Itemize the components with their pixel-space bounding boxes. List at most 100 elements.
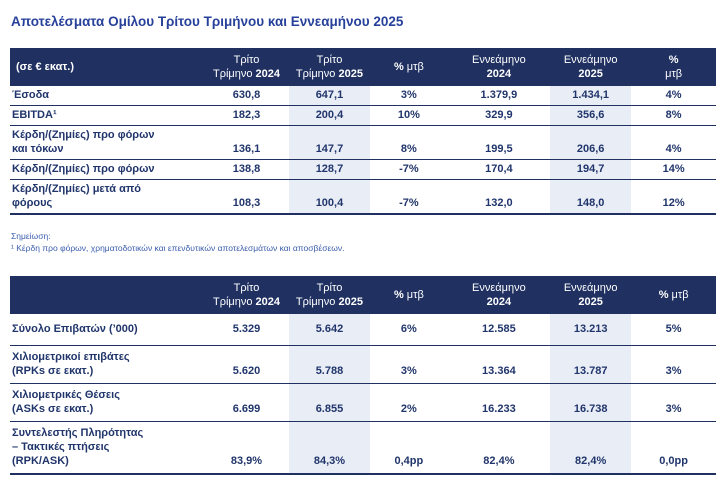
column-header-9m-2024: Εννεάμηνο 2024: [447, 276, 551, 314]
cell-q3-2025: 6.855: [288, 383, 371, 422]
cell-change-q3: -7%: [370, 179, 448, 215]
percent-sign: %: [658, 289, 669, 301]
cell-9m-2025: 194,7: [550, 159, 632, 180]
column-header-9m-2025: Εννεάμηνο 2025: [550, 48, 632, 86]
header-line: μτβ: [671, 289, 689, 301]
cell-change-9m: 3%: [631, 345, 716, 384]
cell-change-9m: 8%: [631, 105, 716, 126]
cell-change-9m: 4%: [631, 86, 716, 106]
cell-9m-2025: 82,4%: [550, 421, 632, 475]
row-label: Χιλιομετρικοί επιβάτες (RPKs σε εκατ.): [10, 345, 205, 384]
cell-q3-2024: 182,3: [204, 105, 289, 126]
cell-q3-2024: 83,9%: [204, 421, 289, 475]
cell-change-q3: 8%: [370, 125, 448, 160]
results-document: Αποτελέσματα Ομίλου Τρίτου Τριμήνου και …: [0, 13, 726, 475]
table-row-load-factor: Συντελεστής Πληρότητας – Τακτικές πτήσει…: [10, 421, 716, 475]
header-line: Τρίτο: [233, 282, 260, 294]
column-header-change-9m: % μτβ: [631, 48, 716, 86]
footnote-heading: Σημείωση:: [11, 231, 51, 241]
header-line: Εννεάμηνο: [563, 54, 618, 66]
column-header-change-9m: % μτβ: [631, 276, 716, 314]
row-label: Κέρδη/(Ζημίες) μετά από φόρους: [10, 179, 205, 215]
table-row-profit-after-tax: Κέρδη/(Ζημίες) μετά από φόρους 108,3 100…: [10, 179, 716, 215]
page-title: Αποτελέσματα Ομίλου Τρίτου Τριμήνου και …: [11, 14, 404, 29]
header-line: μτβ: [406, 61, 424, 73]
header-year: 2025: [338, 296, 363, 308]
cell-q3-2025: 84,3%: [288, 421, 371, 475]
table-row-rpks: Χιλιομετρικοί επιβάτες (RPKs σε εκατ.) 5…: [10, 345, 716, 384]
cell-change-9m: 0,0pp: [631, 421, 716, 475]
cell-q3-2025: 647,1: [288, 86, 371, 106]
table-row-total-passengers: Σύνολο Επιβατών (’000) 5.329 5.642 6% 12…: [10, 314, 716, 346]
cell-q3-2024: 6.699: [204, 383, 289, 422]
header-year: 2024: [255, 296, 281, 308]
header-line: μτβ: [406, 289, 424, 301]
row-label: Χιλιομετρικές Θέσεις (ASKs σε εκατ.): [10, 383, 205, 422]
cell-change-9m: 14%: [631, 159, 716, 180]
column-header-change-q3: % μτβ: [370, 48, 448, 86]
table-row-asks: Χιλιομετρικές Θέσεις (ASKs σε εκατ.) 6.6…: [10, 383, 716, 422]
row-label: Έσοδα: [10, 86, 205, 106]
cell-q3-2024: 138,8: [204, 159, 289, 180]
cell-change-q3: -7%: [370, 159, 448, 180]
cell-9m-2024: 132,0: [447, 179, 551, 215]
cell-change-q3: 3%: [370, 86, 448, 106]
cell-q3-2024: 5.329: [204, 314, 289, 346]
cell-9m-2024: 82,4%: [447, 421, 551, 475]
cell-9m-2025: 148,0: [550, 179, 632, 215]
table-row-revenue: Έσοδα 630,8 647,1 3% 1.379,9 1.434,1 4%: [10, 86, 716, 106]
cell-9m-2025: 16.738: [550, 383, 632, 422]
cell-q3-2025: 128,7: [288, 159, 371, 180]
percent-sign: %: [393, 289, 404, 301]
cell-change-q3: 10%: [370, 105, 448, 126]
cell-9m-2025: 206,6: [550, 125, 632, 160]
table-row-ebitda: EBITDA¹ 182,3 200,4 10% 329,9 356,6 8%: [10, 105, 716, 126]
financial-results-table: (σε € εκατ.) Τρίτο Τρίμηνο 2024 Τρίτο Τρίμ…: [10, 48, 716, 215]
column-header-9m-2025: Εννεάμηνο 2025: [550, 276, 632, 314]
cell-q3-2025: 100,4: [288, 179, 371, 215]
header-line: Τρίμηνο: [295, 296, 336, 308]
header-line: μτβ: [665, 68, 683, 80]
cell-change-q3: 0,4pp: [370, 421, 448, 475]
column-header-q3-2025: Τρίτο Τρίμηνο 2025: [288, 276, 371, 314]
row-label: EBITDA¹: [10, 105, 205, 126]
row-label: Κέρδη/(Ζημίες) προ φόρων: [10, 159, 205, 180]
header-line: Τρίμηνο: [212, 68, 253, 80]
cell-9m-2024: 329,9: [447, 105, 551, 126]
row-label: Κέρδη/(Ζημίες) προ φόρων και τόκων: [10, 125, 205, 160]
column-header-unit: (σε € εκατ.): [10, 48, 205, 86]
cell-change-9m: 4%: [631, 125, 716, 160]
table-row-ebit: Κέρδη/(Ζημίες) προ φόρων και τόκων 136,1…: [10, 125, 716, 160]
cell-9m-2024: 199,5: [447, 125, 551, 160]
row-label: Συντελεστής Πληρότητας – Τακτικές πτήσει…: [10, 421, 205, 475]
column-header-q3-2024: Τρίτο Τρίμηνο 2024: [204, 276, 289, 314]
cell-9m-2024: 13.364: [447, 345, 551, 384]
column-header-9m-2024: Εννεάμηνο 2024: [447, 48, 551, 86]
header-line: Τρίτο: [316, 282, 343, 294]
cell-change-q3: 6%: [370, 314, 448, 346]
cell-change-9m: 12%: [631, 179, 716, 215]
header-year: 2024: [255, 68, 281, 80]
percent-sign: %: [393, 61, 404, 73]
cell-q3-2024: 5.620: [204, 345, 289, 384]
header-year: 2025: [338, 68, 363, 80]
header-line: Τρίτο: [233, 54, 260, 66]
cell-9m-2024: 16.233: [447, 383, 551, 422]
cell-change-q3: 2%: [370, 383, 448, 422]
cell-9m-2025: 13.787: [550, 345, 632, 384]
traffic-table: Τρίτο Τρίμηνο 2024 Τρίτο Τρίμηνο 2025 % μτ…: [10, 276, 716, 475]
cell-change-q3: 3%: [370, 345, 448, 384]
cell-q3-2025: 5.642: [288, 314, 371, 346]
row-label: Σύνολο Επιβατών (’000): [10, 314, 205, 346]
header-line: Εννεάμηνο: [472, 282, 526, 294]
cell-q3-2025: 147,7: [288, 125, 371, 160]
header-row: (σε € εκατ.) Τρίτο Τρίμηνο 2024 Τρίτο Τρίμ…: [10, 48, 716, 86]
footnote: Σημείωση: ¹ Κέρδη προ φόρων, χρηματοδοτι…: [11, 230, 716, 254]
header-year: 2025: [578, 296, 603, 308]
cell-q3-2024: 136,1: [204, 125, 289, 160]
header-year: 2024: [486, 68, 512, 80]
cell-change-9m: 3%: [631, 383, 716, 422]
cell-9m-2024: 1.379,9: [447, 86, 551, 106]
cell-9m-2025: 1.434,1: [550, 86, 632, 106]
header-line: Εννεάμηνο: [472, 54, 526, 66]
